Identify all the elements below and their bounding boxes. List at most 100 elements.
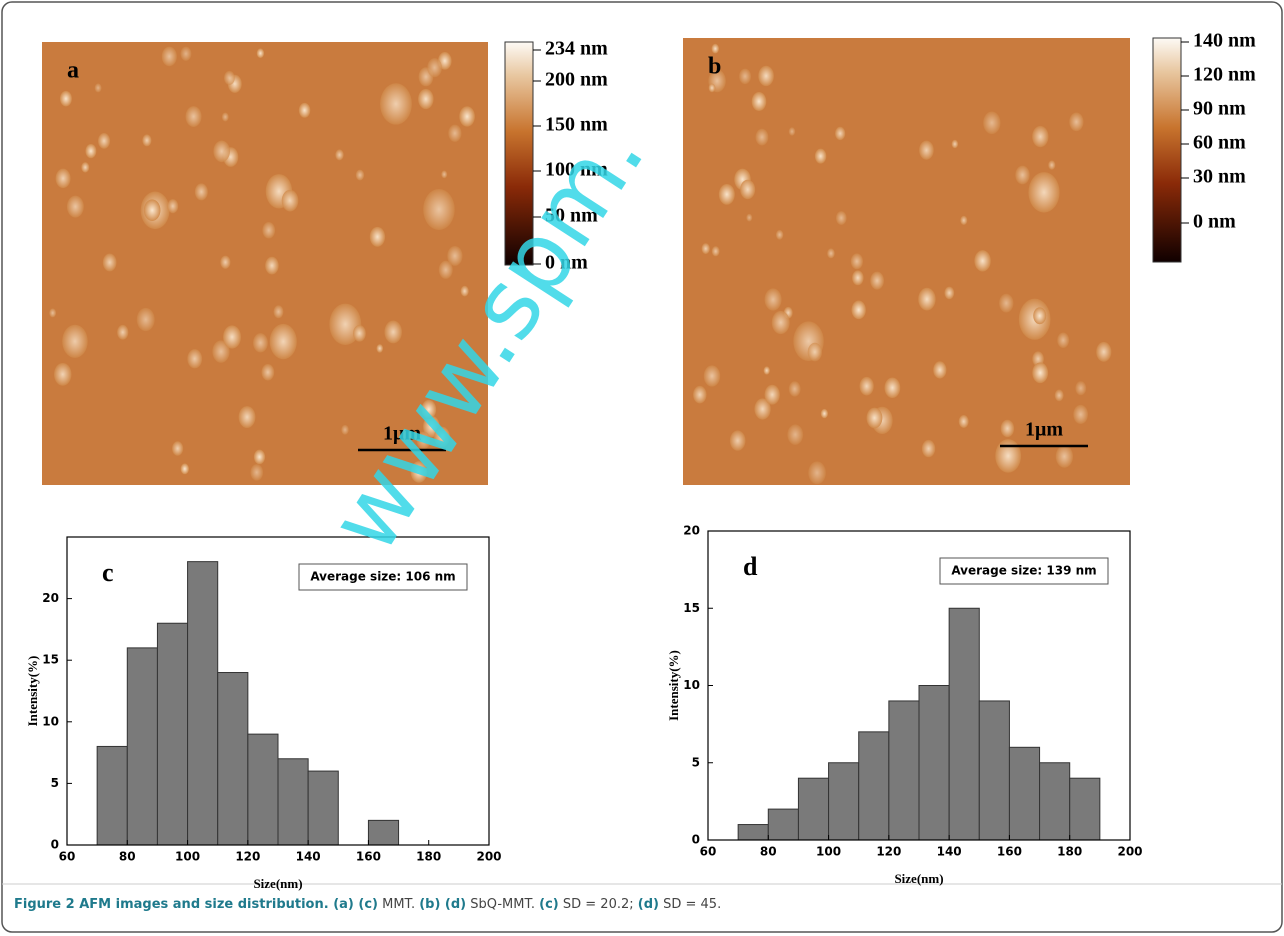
bar bbox=[1008, 746, 1041, 841]
panel-label: b bbox=[708, 54, 721, 80]
afm-particle bbox=[951, 139, 959, 149]
afm-particle bbox=[852, 270, 864, 286]
y-tick-label: 0 bbox=[51, 838, 59, 852]
x-tick-label: 80 bbox=[760, 845, 777, 859]
bar bbox=[888, 700, 920, 841]
afm-particle bbox=[807, 342, 823, 362]
afm-particle bbox=[835, 126, 846, 141]
afm-particle bbox=[298, 102, 311, 118]
afm-particle bbox=[808, 461, 826, 485]
afm-particle bbox=[421, 399, 437, 420]
afm-particle bbox=[827, 248, 835, 259]
afm-particle bbox=[418, 88, 434, 110]
afm-particle bbox=[281, 189, 299, 212]
afm-particle bbox=[1032, 125, 1049, 148]
afm-particle bbox=[764, 288, 782, 311]
caption: Figure 2 AFM images and size distributio… bbox=[14, 897, 721, 912]
colorbar-label: 50 nm bbox=[545, 205, 598, 227]
annotation: Average size: 106 nm bbox=[310, 570, 455, 584]
caption-part: SD = 45. bbox=[658, 897, 722, 912]
caption-part: (c) bbox=[539, 897, 559, 912]
bar bbox=[156, 622, 189, 846]
bar bbox=[918, 685, 950, 841]
x-tick-label: 100 bbox=[175, 850, 200, 864]
bar bbox=[978, 700, 1010, 841]
afm-particle bbox=[335, 149, 344, 161]
afm-particle bbox=[167, 199, 179, 214]
afm-particle bbox=[224, 70, 235, 85]
x-tick-label: 80 bbox=[119, 850, 136, 864]
afm-particle bbox=[1033, 307, 1047, 325]
afm-particle bbox=[262, 221, 276, 239]
charts-group: 60 80 100 120 140 160 180 20005101520Size(nm)In… bbox=[25, 524, 1143, 891]
x-tick-label: 160 bbox=[356, 850, 381, 864]
afm-particle bbox=[870, 271, 884, 290]
afm-particle bbox=[763, 366, 770, 375]
colorbar-label: 30 nm bbox=[1193, 166, 1246, 188]
colorbar bbox=[504, 41, 534, 266]
afm-particle bbox=[835, 211, 847, 225]
afm-particle bbox=[353, 325, 366, 342]
colorbar-label: 0 nm bbox=[545, 252, 588, 274]
afm-particle bbox=[764, 384, 780, 405]
x-tick-label: 120 bbox=[876, 845, 901, 859]
afm-particle bbox=[380, 83, 412, 125]
bar bbox=[96, 745, 128, 846]
afm-particle bbox=[711, 43, 720, 54]
afm-particle bbox=[1057, 332, 1070, 348]
afm-particle bbox=[85, 143, 97, 159]
afm-particle bbox=[221, 112, 229, 122]
x-tick-label: 180 bbox=[1057, 845, 1082, 859]
colorbar-label: 100 nm bbox=[545, 159, 608, 181]
afm-particle bbox=[787, 424, 804, 445]
afm-particle bbox=[448, 124, 462, 142]
caption-part: Figure 2 AFM images and size distributio… bbox=[14, 897, 329, 912]
panel-label: d bbox=[743, 552, 758, 581]
afm-particle bbox=[172, 441, 184, 456]
afm-particle bbox=[142, 134, 152, 147]
x-tick-label: 160 bbox=[997, 845, 1022, 859]
caption-part: (b) (d) bbox=[419, 897, 467, 912]
x-axis-label: Size(nm) bbox=[253, 876, 302, 891]
afm-particle bbox=[55, 168, 71, 189]
afm-particle bbox=[341, 424, 349, 435]
y-tick-label: 15 bbox=[42, 653, 59, 667]
bar bbox=[737, 824, 769, 841]
colorbar-label: 60 nm bbox=[1193, 132, 1246, 154]
afm-particle bbox=[851, 300, 866, 320]
afm-particle bbox=[1015, 165, 1030, 185]
afm-particle bbox=[958, 414, 969, 428]
afm-particle bbox=[410, 461, 428, 483]
afm-particle bbox=[253, 333, 268, 353]
afm-particle bbox=[441, 170, 448, 179]
afm-particle bbox=[49, 308, 57, 318]
afm-particle bbox=[447, 245, 463, 266]
afm-particle bbox=[820, 408, 829, 419]
bar bbox=[858, 731, 890, 841]
afm-particle bbox=[746, 213, 753, 222]
afm-particle bbox=[53, 362, 72, 386]
x-tick-label: 200 bbox=[1117, 845, 1142, 859]
afm-particle bbox=[459, 106, 475, 127]
afm-particle bbox=[701, 243, 710, 255]
bar bbox=[367, 819, 400, 846]
afm-particle bbox=[740, 179, 756, 200]
afm-particle bbox=[185, 106, 202, 127]
y-tick-label: 20 bbox=[683, 524, 700, 538]
afm-particle bbox=[944, 286, 955, 300]
afm-particle bbox=[995, 439, 1022, 473]
afm-particle bbox=[1048, 160, 1056, 170]
y-tick-label: 0 bbox=[692, 833, 700, 847]
afm-particle bbox=[384, 320, 402, 344]
annotation-box bbox=[298, 563, 468, 591]
afm-particle bbox=[136, 307, 155, 332]
afm-particle bbox=[771, 310, 790, 335]
afm-particle bbox=[718, 183, 735, 205]
afm-particle bbox=[850, 253, 863, 270]
y-tick-label: 5 bbox=[692, 755, 700, 769]
afm-particle bbox=[1028, 172, 1060, 213]
afm-particle bbox=[788, 127, 796, 136]
x-tick-label: 140 bbox=[937, 845, 962, 859]
afm-particle bbox=[59, 90, 72, 107]
